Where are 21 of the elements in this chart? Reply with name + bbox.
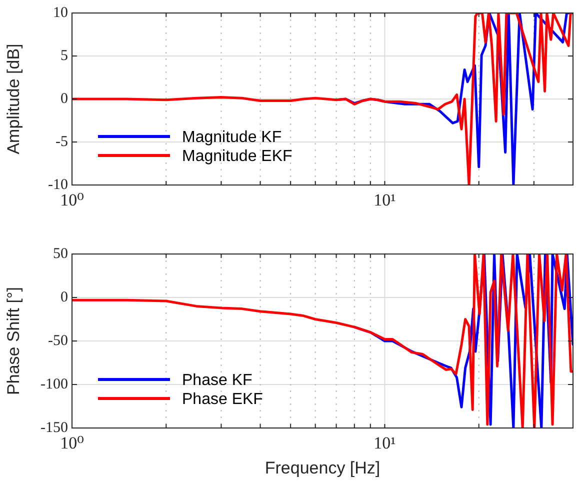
y-tick-label: 5 <box>60 48 68 64</box>
x-axis-title: Frequency [Hz] <box>264 458 380 478</box>
y-tick-label: 0 <box>60 289 68 306</box>
y-tick-label: -50 <box>48 332 68 349</box>
x-tick-label: 10⁰ <box>60 190 84 210</box>
y-axis-title: Phase Shift [°] <box>4 287 23 395</box>
y-tick-label: 50 <box>53 246 68 262</box>
y-tick-label: 0 <box>60 90 68 107</box>
x-tick-label: 10¹ <box>374 434 396 453</box>
x-tick-label: 10⁰ <box>60 434 84 453</box>
y-tick-label: -150 <box>40 420 68 436</box>
y-axis-title: Amplitude [dB] <box>4 44 23 154</box>
x-tick-label: 10¹ <box>374 190 396 210</box>
legend-label: Phase EKF <box>182 390 264 408</box>
y-tick-label: -10 <box>48 176 68 193</box>
y-tick-label: -5 <box>56 134 68 150</box>
legend-label: Phase KF <box>182 372 252 389</box>
legend-label: Magnitude EKF <box>182 148 293 165</box>
y-tick-label: -100 <box>40 376 68 392</box>
legend-label: Magnitude KF <box>182 128 282 146</box>
y-tick-label: 10 <box>53 4 68 21</box>
